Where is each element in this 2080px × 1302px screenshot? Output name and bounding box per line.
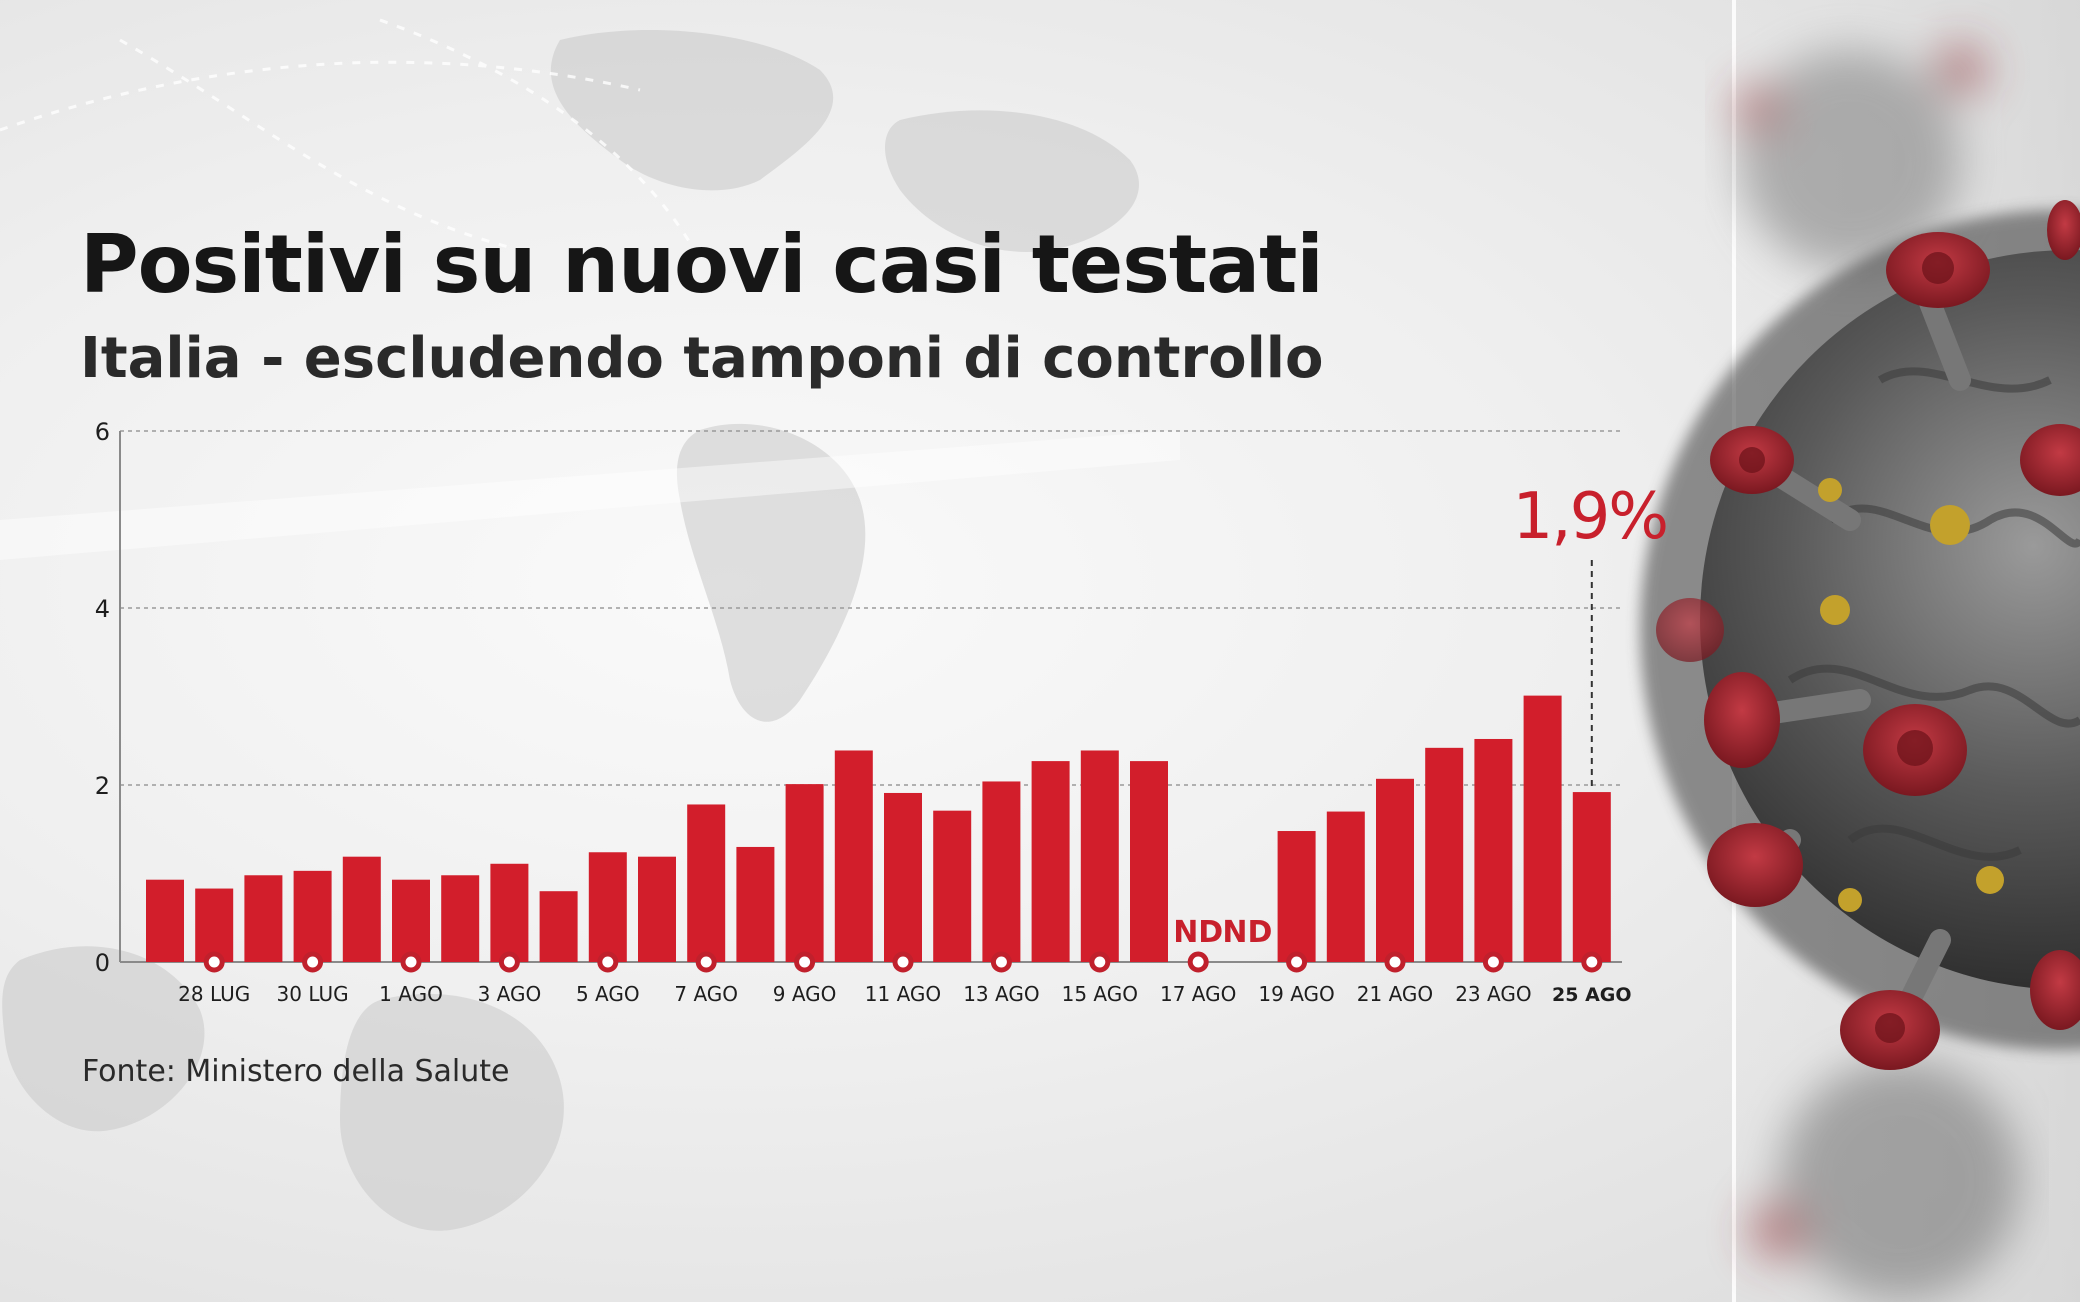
bar bbox=[1523, 695, 1562, 962]
bar bbox=[785, 784, 824, 962]
x-tick-marker bbox=[1286, 951, 1308, 973]
bar bbox=[1376, 778, 1414, 962]
chart-subtitle: Italia - escludendo tamponi di controllo bbox=[80, 326, 1324, 391]
x-tick-label: 15 AGO bbox=[1062, 982, 1138, 1006]
highlight-value-label: 1,9% bbox=[1513, 480, 1668, 554]
y-tick-label: 4 bbox=[95, 595, 110, 623]
virus-illustration bbox=[1640, 200, 2080, 1070]
x-tick-marker bbox=[597, 951, 619, 973]
bar bbox=[392, 879, 430, 962]
x-tick-label: 17 AGO bbox=[1160, 982, 1236, 1006]
x-tick-label: 28 LUG bbox=[178, 982, 250, 1006]
source-note: Fonte: Ministero della Salute bbox=[82, 1054, 510, 1089]
x-tick-label: 7 AGO bbox=[674, 982, 738, 1006]
x-tick-marker bbox=[203, 951, 225, 973]
x-tick-label: 23 AGO bbox=[1455, 982, 1531, 1006]
bar bbox=[539, 891, 578, 962]
bar bbox=[933, 810, 972, 962]
x-tick-label: 30 LUG bbox=[277, 982, 349, 1006]
world-map-ghost bbox=[2, 30, 1139, 1231]
bar bbox=[834, 750, 873, 962]
bar bbox=[736, 846, 775, 962]
x-tick-marker bbox=[302, 951, 324, 973]
bar bbox=[588, 852, 627, 962]
x-tick-marker bbox=[1089, 951, 1111, 973]
x-tick-label: 3 AGO bbox=[478, 982, 542, 1006]
bar bbox=[687, 804, 726, 962]
x-tick-label: 19 AGO bbox=[1258, 982, 1334, 1006]
y-tick-label: 6 bbox=[95, 418, 110, 446]
bar bbox=[195, 888, 234, 962]
x-tick-label: 25 AGO bbox=[1552, 984, 1632, 1006]
missing-data-label: ND bbox=[1173, 915, 1223, 950]
bar bbox=[244, 875, 283, 962]
bar bbox=[342, 856, 381, 962]
bar bbox=[1425, 747, 1464, 962]
bar bbox=[884, 792, 922, 962]
x-tick-marker bbox=[794, 951, 816, 973]
bar bbox=[982, 781, 1021, 962]
map-route-lines bbox=[0, 18, 702, 261]
x-tick-marker bbox=[892, 951, 914, 973]
light-streak bbox=[0, 430, 1180, 560]
bar bbox=[1277, 831, 1316, 962]
bar bbox=[293, 870, 332, 962]
x-tick-label: 11 AGO bbox=[865, 982, 941, 1006]
x-tick-marker bbox=[1187, 951, 1209, 973]
bar bbox=[1326, 811, 1365, 962]
bar bbox=[441, 875, 480, 962]
bar bbox=[1031, 761, 1070, 962]
x-tick-marker bbox=[1581, 951, 1603, 973]
x-tick-marker bbox=[695, 951, 717, 973]
y-tick-label: 2 bbox=[95, 772, 110, 800]
x-tick-label: 21 AGO bbox=[1357, 982, 1433, 1006]
missing-data-label: ND bbox=[1222, 915, 1272, 950]
x-tick-label: 5 AGO bbox=[576, 982, 640, 1006]
x-tick-marker bbox=[400, 951, 422, 973]
x-tick-label: 1 AGO bbox=[379, 982, 443, 1006]
bar bbox=[1130, 761, 1168, 962]
bar bbox=[1080, 750, 1119, 962]
bar bbox=[490, 863, 529, 962]
bar bbox=[146, 879, 184, 962]
bar bbox=[638, 856, 676, 962]
chart-title: Positivi su nuovi casi testati bbox=[80, 218, 1324, 311]
x-tick-label: 9 AGO bbox=[773, 982, 837, 1006]
x-tick-marker bbox=[1482, 951, 1504, 973]
x-tick-marker bbox=[1384, 951, 1406, 973]
y-tick-label: 0 bbox=[95, 949, 110, 977]
bar bbox=[1572, 792, 1611, 962]
bar bbox=[1474, 738, 1513, 962]
x-tick-label: 13 AGO bbox=[963, 982, 1039, 1006]
x-tick-marker bbox=[990, 951, 1012, 973]
x-tick-marker bbox=[498, 951, 520, 973]
